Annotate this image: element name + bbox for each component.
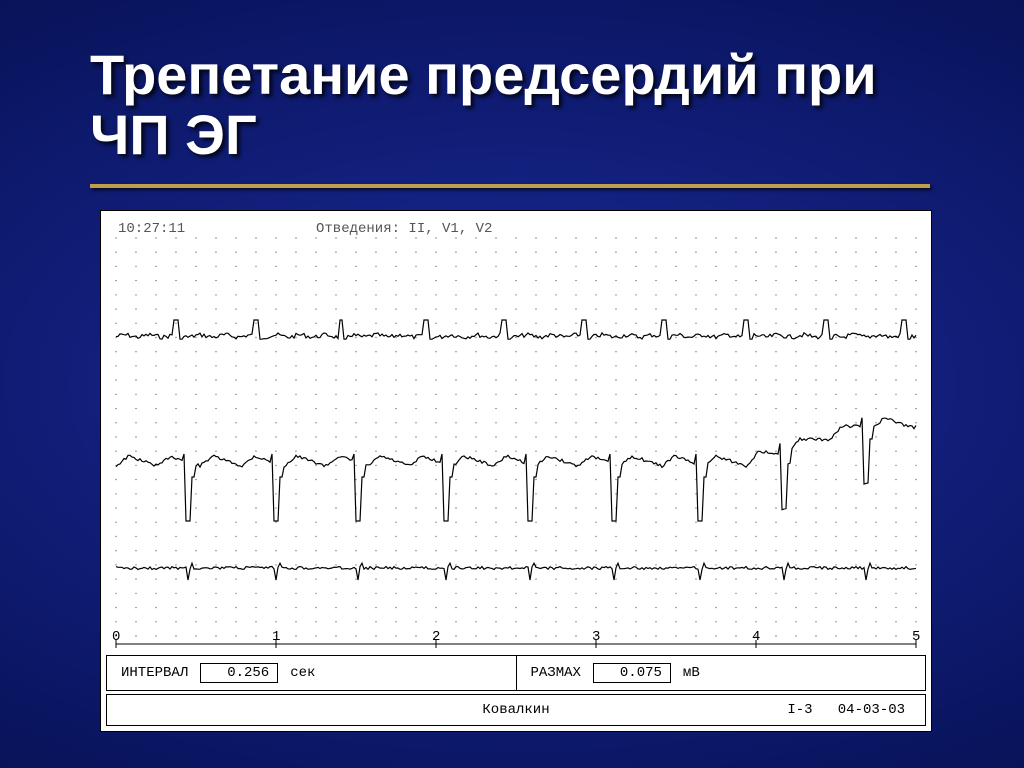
chart-time: 10:27:11 bbox=[118, 221, 185, 237]
svg-text:5: 5 bbox=[912, 629, 920, 645]
range-unit: мВ bbox=[683, 666, 700, 680]
footer-meta: I-3 04-03-03 bbox=[787, 703, 905, 717]
range-label: РАЗМАХ bbox=[531, 666, 581, 680]
svg-text:4: 4 bbox=[752, 629, 760, 645]
info-row: ИНТЕРВАЛ 0.256 сек РАЗМАХ 0.075 мВ bbox=[106, 655, 926, 691]
footer-name: Ковалкин bbox=[482, 703, 549, 717]
title-underline bbox=[90, 184, 930, 188]
chart-leads: Отведения: II, V1, V2 bbox=[316, 221, 492, 237]
trace-lead3 bbox=[116, 563, 916, 580]
interval-unit: сек bbox=[290, 666, 315, 680]
svg-text:2: 2 bbox=[432, 629, 440, 645]
ecg-chart: 10:27:11 Отведения: II, V1, V2 0 1 2 3 4 5 bbox=[106, 216, 926, 654]
svg-text:3: 3 bbox=[592, 629, 600, 645]
slide-title: Трепетание предсердий при ЧП ЭГ bbox=[90, 45, 930, 166]
ecg-panel: 10:27:11 Отведения: II, V1, V2 0 1 2 3 4 5 ИН… bbox=[100, 210, 932, 732]
range-value: 0.075 bbox=[593, 663, 671, 683]
footer-row: Ковалкин I-3 04-03-03 bbox=[106, 694, 926, 726]
range-cell: РАЗМАХ 0.075 мВ bbox=[516, 656, 926, 690]
trace-lead2 bbox=[116, 418, 916, 521]
interval-label: ИНТЕРВАЛ bbox=[121, 666, 188, 680]
svg-text:0: 0 bbox=[112, 629, 120, 645]
svg-text:1: 1 bbox=[272, 629, 280, 645]
interval-cell: ИНТЕРВАЛ 0.256 сек bbox=[107, 656, 516, 690]
interval-value: 0.256 bbox=[200, 663, 278, 683]
